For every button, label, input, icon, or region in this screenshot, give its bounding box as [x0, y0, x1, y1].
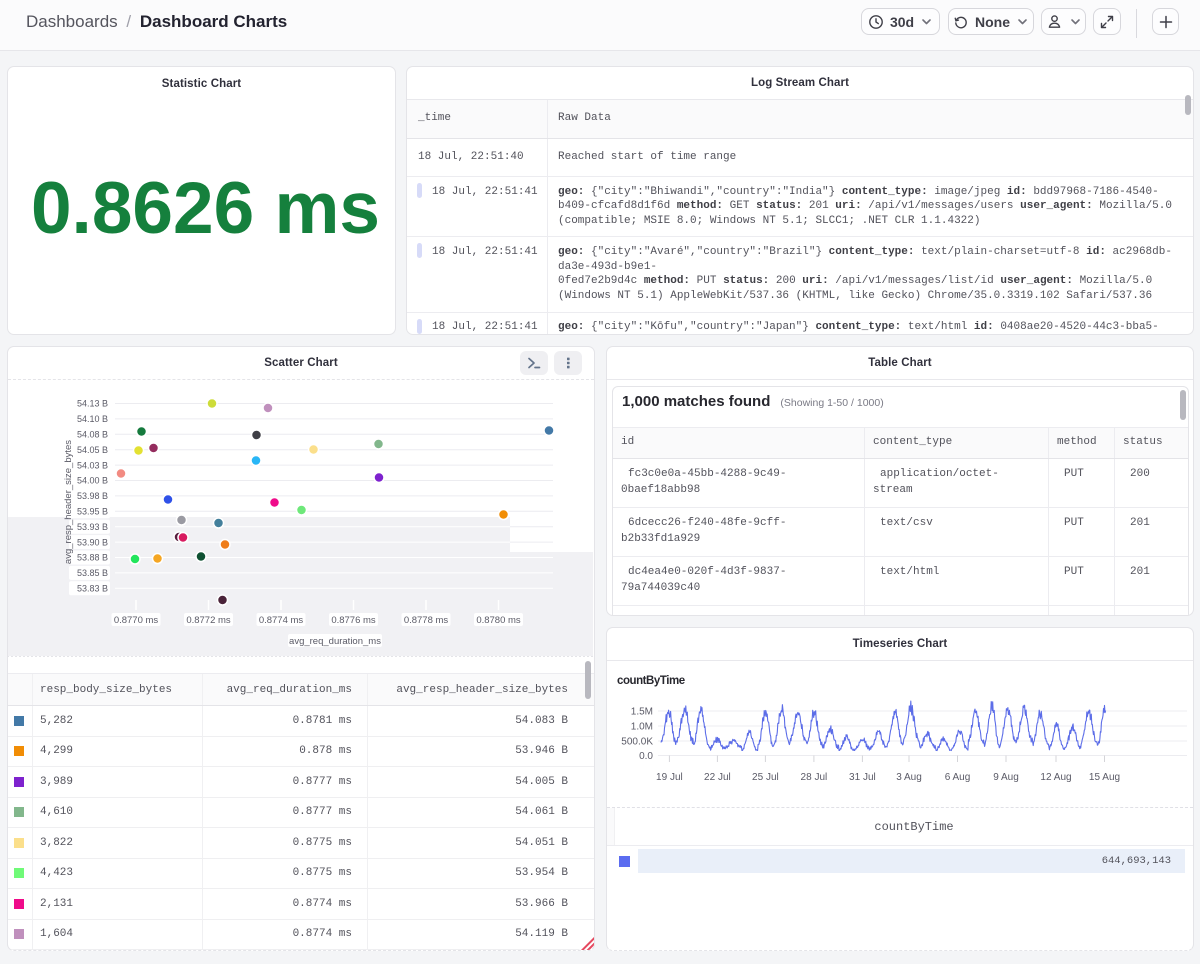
svg-text:0.8772 ms: 0.8772 ms	[186, 615, 231, 626]
svg-text:avg_req_duration_ms: avg_req_duration_ms	[289, 636, 381, 647]
svg-text:53.93 B: 53.93 B	[77, 522, 108, 532]
svg-text:54.10 B: 54.10 B	[77, 414, 108, 424]
svg-text:54.00 B: 54.00 B	[77, 476, 108, 486]
svg-text:1.5M: 1.5M	[631, 707, 653, 718]
svg-text:31 Jul: 31 Jul	[849, 772, 876, 783]
svg-text:3 Aug: 3 Aug	[896, 772, 922, 783]
svg-text:53.95 B: 53.95 B	[77, 507, 108, 517]
svg-text:0.8774 ms: 0.8774 ms	[259, 615, 304, 626]
svg-text:53.88 B: 53.88 B	[77, 553, 108, 563]
svg-text:25 Jul: 25 Jul	[752, 772, 779, 783]
svg-text:500.0K: 500.0K	[621, 737, 653, 748]
svg-text:53.85 B: 53.85 B	[77, 568, 108, 578]
svg-text:0.8778 ms: 0.8778 ms	[404, 615, 449, 626]
svg-text:54.03 B: 54.03 B	[77, 460, 108, 470]
svg-text:54.05 B: 54.05 B	[77, 445, 108, 455]
svg-text:53.83 B: 53.83 B	[77, 584, 108, 594]
svg-text:54.08 B: 54.08 B	[77, 430, 108, 440]
svg-text:22 Jul: 22 Jul	[704, 772, 731, 783]
svg-text:15 Aug: 15 Aug	[1089, 772, 1120, 783]
svg-text:53.90 B: 53.90 B	[77, 537, 108, 547]
svg-text:0.8776 ms: 0.8776 ms	[331, 615, 376, 626]
svg-text:1.0M: 1.0M	[631, 722, 653, 733]
svg-text:6 Aug: 6 Aug	[945, 772, 971, 783]
svg-text:53.98 B: 53.98 B	[77, 491, 108, 501]
svg-text:avg_resp_header_size_bytes: avg_resp_header_size_bytes	[63, 440, 74, 564]
svg-text:19 Jul: 19 Jul	[656, 772, 683, 783]
svg-text:0.0: 0.0	[639, 751, 653, 762]
svg-text:12 Aug: 12 Aug	[1040, 772, 1071, 783]
svg-text:9 Aug: 9 Aug	[993, 772, 1019, 783]
svg-text:0.8770 ms: 0.8770 ms	[114, 615, 159, 626]
svg-text:54.13 B: 54.13 B	[77, 399, 108, 409]
svg-text:28 Jul: 28 Jul	[801, 772, 828, 783]
svg-text:0.8780 ms: 0.8780 ms	[476, 615, 521, 626]
